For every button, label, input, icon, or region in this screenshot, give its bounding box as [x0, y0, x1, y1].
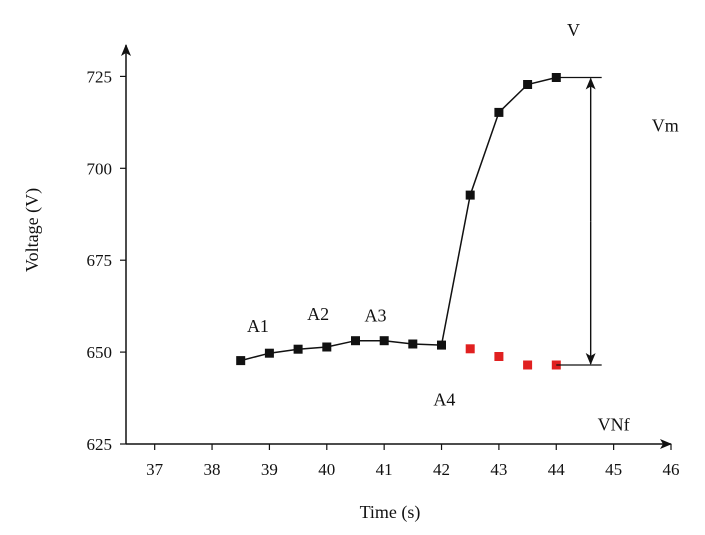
series-0-point — [437, 340, 446, 350]
x-tick-label: 44 — [548, 460, 566, 479]
y-tick-label: 675 — [87, 251, 113, 270]
x-tick-label: 41 — [376, 460, 393, 479]
x-tick-label: 43 — [490, 460, 507, 479]
annotation-v: V — [567, 20, 580, 40]
x-axis-label: Time (s) — [360, 502, 421, 523]
annotation-a2: A2 — [307, 304, 329, 324]
series-0-point — [322, 342, 332, 352]
series-0-point — [264, 348, 274, 358]
annotation-a3: A3 — [365, 306, 387, 326]
y-tick-label: 700 — [87, 159, 113, 178]
annotation-a1: A1 — [247, 316, 269, 336]
series-0-point — [379, 336, 389, 346]
y-tick-label: 725 — [87, 67, 113, 86]
series-0-point — [465, 190, 475, 200]
annotation-a4: A4 — [433, 389, 455, 409]
series-0-point — [408, 339, 418, 349]
y-tick-label: 625 — [87, 435, 113, 454]
x-tick-label: 42 — [433, 460, 450, 479]
x-tick-label: 37 — [146, 460, 164, 479]
x-tick-label: 45 — [605, 460, 622, 479]
series-0-point — [236, 356, 246, 366]
series-0-point — [494, 107, 504, 117]
x-tick-label: 38 — [204, 460, 221, 479]
series-1-point — [494, 352, 504, 361]
series-1-point — [523, 360, 533, 370]
y-tick-label: 650 — [87, 343, 113, 362]
annotation-vnf: VNf — [598, 414, 630, 434]
series-line-0 — [240, 76, 557, 362]
y-axis-label: Voltage (V) — [22, 188, 43, 272]
annotation-vm: Vm — [652, 116, 679, 136]
x-tick-label: 40 — [318, 460, 335, 479]
series-1-point — [465, 344, 475, 354]
series-0-point — [523, 80, 533, 89]
x-tick-label: 46 — [663, 460, 680, 479]
series-0-point — [351, 336, 360, 346]
series-0-point — [293, 344, 303, 354]
x-tick-label: 39 — [261, 460, 278, 479]
